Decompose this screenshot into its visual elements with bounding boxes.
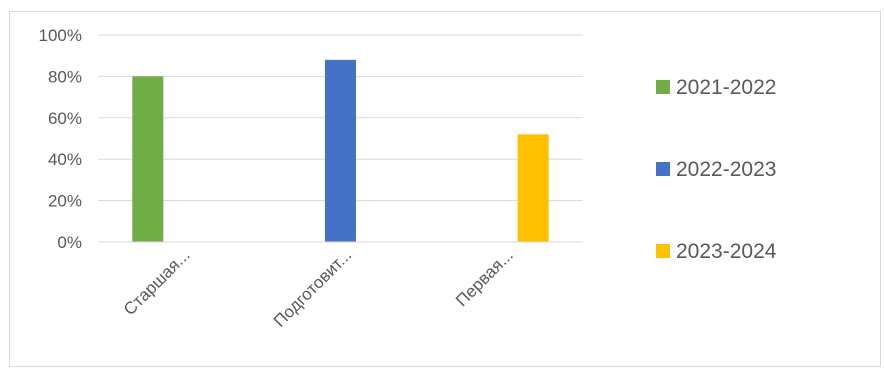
bar-2023-2024: [517, 134, 549, 242]
bar-chart: 0% 20% 40% 60% 80% 100% Старшая... Подготовит.…: [39, 26, 777, 331]
y-tick-label: 80%: [48, 67, 82, 86]
y-tick-label: 100%: [39, 26, 82, 45]
chart-frame: 0% 20% 40% 60% 80% 100% Старшая... Подготовит.…: [9, 11, 881, 367]
legend-label: 2021-2022: [676, 76, 776, 99]
legend-swatch: [656, 80, 670, 94]
y-tick-label: 20%: [48, 192, 82, 211]
legend: 2021-2022 2022-2023 2023-2024: [656, 76, 777, 263]
legend-label: 2022-2023: [676, 158, 776, 181]
legend-swatch: [656, 244, 670, 258]
y-axis-tick-labels: 0% 20% 40% 60% 80% 100%: [39, 26, 82, 252]
category-label: Подготовит...: [270, 245, 355, 330]
category-labels: Старшая... Подготовит... Первая...: [120, 245, 517, 330]
y-tick-label: 60%: [48, 109, 82, 128]
legend-label: 2023-2024: [676, 240, 777, 263]
y-tick-label: 40%: [48, 150, 82, 169]
category-label: Первая...: [452, 245, 517, 310]
legend-swatch: [656, 162, 670, 176]
bar-2022-2023: [325, 59, 356, 243]
bar-2021-2022: [132, 76, 164, 243]
bars: [132, 59, 549, 243]
category-label: Старшая...: [120, 245, 194, 319]
y-tick-label: 0%: [57, 233, 82, 252]
